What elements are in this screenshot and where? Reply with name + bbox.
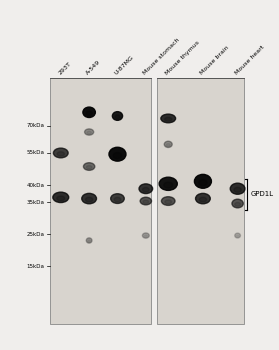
Ellipse shape [199, 197, 207, 202]
Ellipse shape [115, 115, 120, 119]
Ellipse shape [86, 111, 92, 116]
Ellipse shape [159, 177, 177, 190]
Ellipse shape [83, 107, 95, 118]
Text: 40kDa: 40kDa [27, 182, 45, 188]
Ellipse shape [53, 148, 68, 158]
Ellipse shape [57, 152, 64, 156]
Text: Mouse brain: Mouse brain [199, 45, 230, 76]
Text: GPD1L: GPD1L [250, 191, 273, 197]
Ellipse shape [88, 240, 91, 242]
Ellipse shape [165, 117, 172, 121]
Text: Mouse thymus: Mouse thymus [165, 40, 201, 76]
Ellipse shape [85, 197, 93, 202]
Ellipse shape [232, 199, 243, 208]
Ellipse shape [144, 235, 148, 237]
Ellipse shape [235, 202, 240, 206]
Ellipse shape [114, 197, 121, 202]
Text: U-87MG: U-87MG [114, 55, 135, 76]
Text: 35kDa: 35kDa [27, 200, 45, 205]
Ellipse shape [109, 147, 126, 161]
Ellipse shape [161, 114, 175, 123]
Ellipse shape [57, 196, 65, 201]
Ellipse shape [142, 188, 149, 192]
Ellipse shape [113, 153, 122, 159]
Ellipse shape [236, 235, 239, 237]
Ellipse shape [111, 194, 124, 203]
Ellipse shape [234, 187, 241, 192]
Ellipse shape [164, 141, 172, 147]
Ellipse shape [139, 184, 153, 194]
Ellipse shape [87, 131, 92, 134]
Ellipse shape [143, 200, 149, 203]
Ellipse shape [86, 166, 92, 169]
Ellipse shape [194, 174, 211, 188]
Text: 15kDa: 15kDa [27, 264, 45, 269]
Text: 55kDa: 55kDa [27, 150, 45, 155]
Bar [157, 78, 244, 324]
Text: 293T: 293T [57, 61, 72, 76]
Ellipse shape [142, 233, 149, 238]
Ellipse shape [196, 193, 210, 204]
Ellipse shape [165, 200, 172, 204]
Ellipse shape [164, 182, 173, 188]
Text: Mouse heart: Mouse heart [234, 45, 265, 76]
Ellipse shape [53, 192, 69, 203]
Ellipse shape [140, 197, 151, 205]
Ellipse shape [199, 180, 207, 186]
Ellipse shape [235, 233, 240, 238]
Ellipse shape [83, 163, 95, 170]
Text: A-549: A-549 [86, 60, 102, 76]
Ellipse shape [166, 144, 170, 146]
Ellipse shape [230, 183, 245, 194]
Bar [50, 78, 151, 324]
Ellipse shape [86, 238, 92, 243]
Ellipse shape [162, 197, 175, 205]
Ellipse shape [112, 112, 122, 120]
Text: 25kDa: 25kDa [27, 232, 45, 237]
Text: 70kDa: 70kDa [27, 123, 45, 128]
Text: Mouse stomach: Mouse stomach [142, 37, 181, 76]
Ellipse shape [82, 193, 97, 204]
Ellipse shape [85, 129, 94, 135]
